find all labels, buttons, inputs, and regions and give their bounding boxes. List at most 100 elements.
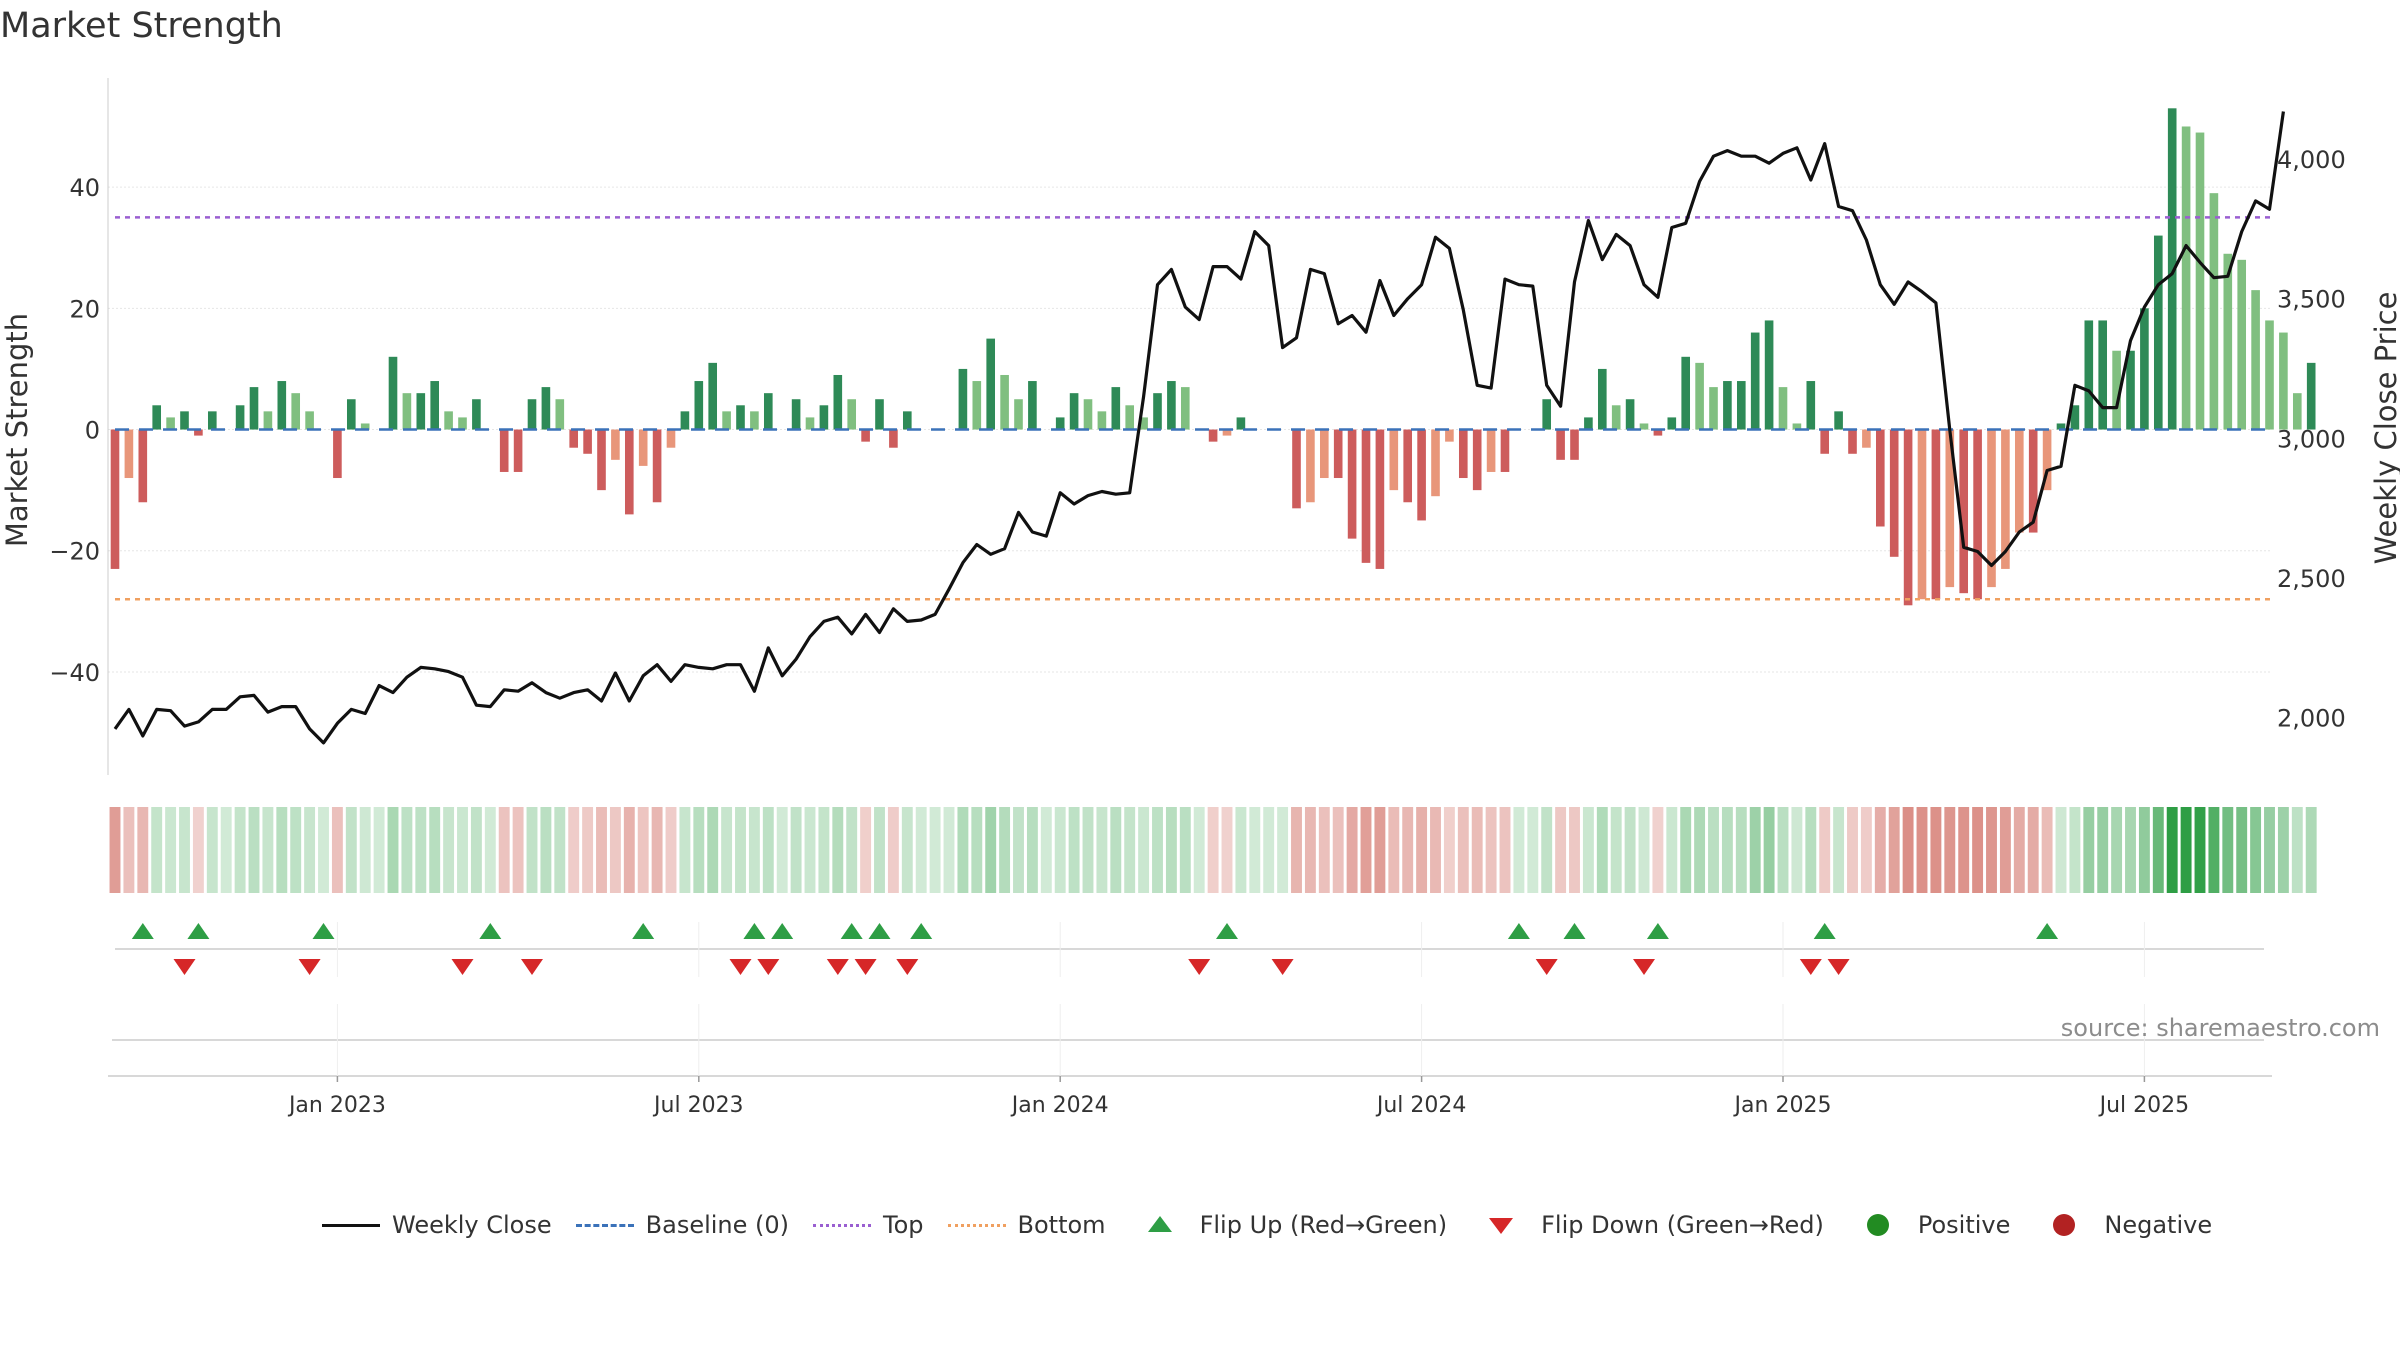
- strength-bar[interactable]: [2195, 132, 2205, 430]
- strength-bar[interactable]: [1375, 429, 1385, 569]
- flip-up-marker[interactable]: [771, 923, 794, 939]
- strength-bar[interactable]: [416, 393, 426, 430]
- strength-bar[interactable]: [1917, 429, 1927, 600]
- flip-down-marker[interactable]: [1633, 959, 1655, 975]
- strength-bar[interactable]: [388, 356, 398, 430]
- strength-bar[interactable]: [1500, 429, 1510, 472]
- flip-up-marker[interactable]: [1646, 923, 1669, 939]
- flip-down-marker[interactable]: [854, 959, 877, 975]
- strength-bar[interactable]: [1472, 429, 1482, 491]
- flip-down-marker[interactable]: [173, 959, 196, 975]
- strength-bar[interactable]: [2167, 108, 2177, 430]
- flip-up-marker[interactable]: [840, 923, 863, 939]
- strength-bar[interactable]: [763, 393, 773, 430]
- legend-item-flip-up[interactable]: Flip Up (Red→Green): [1128, 1211, 1447, 1239]
- strength-bar[interactable]: [458, 417, 467, 430]
- strength-bar[interactable]: [166, 417, 175, 430]
- strength-bar[interactable]: [972, 381, 982, 430]
- strength-bar[interactable]: [958, 368, 968, 430]
- flip-up-marker[interactable]: [187, 923, 210, 939]
- flip-up-marker[interactable]: [910, 923, 933, 939]
- legend-item-flip-down[interactable]: Flip Down (Green→Red): [1469, 1211, 1824, 1239]
- strength-bar[interactable]: [624, 429, 634, 515]
- strength-bar[interactable]: [194, 429, 203, 436]
- strength-bar[interactable]: [1695, 362, 1704, 430]
- strength-bar[interactable]: [1862, 429, 1871, 448]
- strength-bar[interactable]: [861, 429, 870, 442]
- strength-bar[interactable]: [1222, 429, 1232, 436]
- strength-bar[interactable]: [1820, 429, 1830, 454]
- strength-bar[interactable]: [1848, 429, 1857, 454]
- strength-bar[interactable]: [2056, 423, 2066, 430]
- strength-bar[interactable]: [1319, 429, 1329, 479]
- strength-bar[interactable]: [1069, 393, 1079, 430]
- strength-bar[interactable]: [986, 338, 996, 430]
- strength-bar[interactable]: [1584, 417, 1593, 430]
- strength-bar[interactable]: [444, 411, 453, 430]
- strength-bar[interactable]: [472, 399, 481, 430]
- strength-bar[interactable]: [180, 411, 189, 430]
- flip-down-marker[interactable]: [729, 959, 752, 975]
- flip-up-marker[interactable]: [131, 923, 154, 939]
- strength-bar[interactable]: [1597, 368, 1607, 430]
- strength-bar[interactable]: [1834, 411, 1843, 430]
- strength-bar[interactable]: [305, 411, 314, 430]
- strength-bar[interactable]: [819, 405, 829, 430]
- strength-bar[interactable]: [1111, 387, 1121, 430]
- strength-bar[interactable]: [1361, 429, 1371, 563]
- flip-up-marker[interactable]: [479, 923, 502, 939]
- legend-item-negative[interactable]: Negative: [2032, 1211, 2212, 1239]
- strength-bar[interactable]: [736, 405, 745, 430]
- strength-bar[interactable]: [750, 411, 759, 430]
- strength-bar[interactable]: [2014, 429, 2024, 533]
- strength-bar[interactable]: [791, 399, 801, 430]
- strength-bar[interactable]: [875, 399, 884, 430]
- strength-bar[interactable]: [1417, 429, 1426, 521]
- strength-bar[interactable]: [1208, 429, 1218, 442]
- flip-down-marker[interactable]: [1535, 959, 1558, 975]
- strength-bar[interactable]: [847, 399, 857, 430]
- flip-down-marker[interactable]: [1188, 959, 1211, 975]
- strength-bar[interactable]: [249, 387, 259, 430]
- strength-bar[interactable]: [1292, 429, 1301, 509]
- strength-bar[interactable]: [1486, 429, 1496, 472]
- strength-bar[interactable]: [2098, 320, 2108, 430]
- strength-bar[interactable]: [805, 417, 815, 430]
- strength-bar[interactable]: [235, 405, 245, 430]
- strength-bar[interactable]: [1709, 387, 1718, 430]
- strength-bar[interactable]: [2140, 308, 2149, 430]
- flip-up-marker[interactable]: [1216, 923, 1238, 939]
- flip-down-marker[interactable]: [1271, 959, 1294, 975]
- strength-bar[interactable]: [1889, 429, 1899, 557]
- flip-up-marker[interactable]: [1563, 923, 1586, 939]
- flip-down-marker[interactable]: [826, 959, 849, 975]
- strength-bar[interactable]: [2084, 320, 2094, 430]
- strength-bar[interactable]: [1764, 320, 1774, 430]
- strength-bar[interactable]: [597, 429, 606, 491]
- strength-bar[interactable]: [207, 411, 217, 430]
- strength-bar[interactable]: [541, 387, 551, 430]
- flip-up-marker[interactable]: [868, 923, 891, 939]
- strength-bar[interactable]: [138, 429, 148, 503]
- strength-bar[interactable]: [1806, 381, 1816, 430]
- strength-bar[interactable]: [2153, 235, 2163, 430]
- flip-down-marker[interactable]: [298, 959, 321, 975]
- strength-bar[interactable]: [1556, 429, 1565, 460]
- strength-bar[interactable]: [2251, 290, 2260, 430]
- strength-bar[interactable]: [1542, 399, 1552, 430]
- strength-bar[interactable]: [1445, 429, 1454, 442]
- strength-bar[interactable]: [1306, 429, 1315, 503]
- strength-bar[interactable]: [1153, 393, 1162, 430]
- strength-bar[interactable]: [680, 411, 690, 430]
- strength-bar[interactable]: [2112, 350, 2121, 430]
- strength-bar[interactable]: [2306, 362, 2316, 430]
- legend-item-weekly-close[interactable]: Weekly Close: [320, 1211, 552, 1239]
- strength-bar[interactable]: [1097, 411, 1107, 430]
- strength-bar[interactable]: [430, 381, 440, 430]
- strength-bar[interactable]: [1903, 429, 1913, 606]
- strength-bar[interactable]: [124, 429, 134, 479]
- strength-bar[interactable]: [583, 429, 592, 454]
- strength-bar[interactable]: [152, 405, 162, 430]
- strength-bar[interactable]: [1000, 374, 1009, 430]
- flip-down-marker[interactable]: [1799, 959, 1822, 975]
